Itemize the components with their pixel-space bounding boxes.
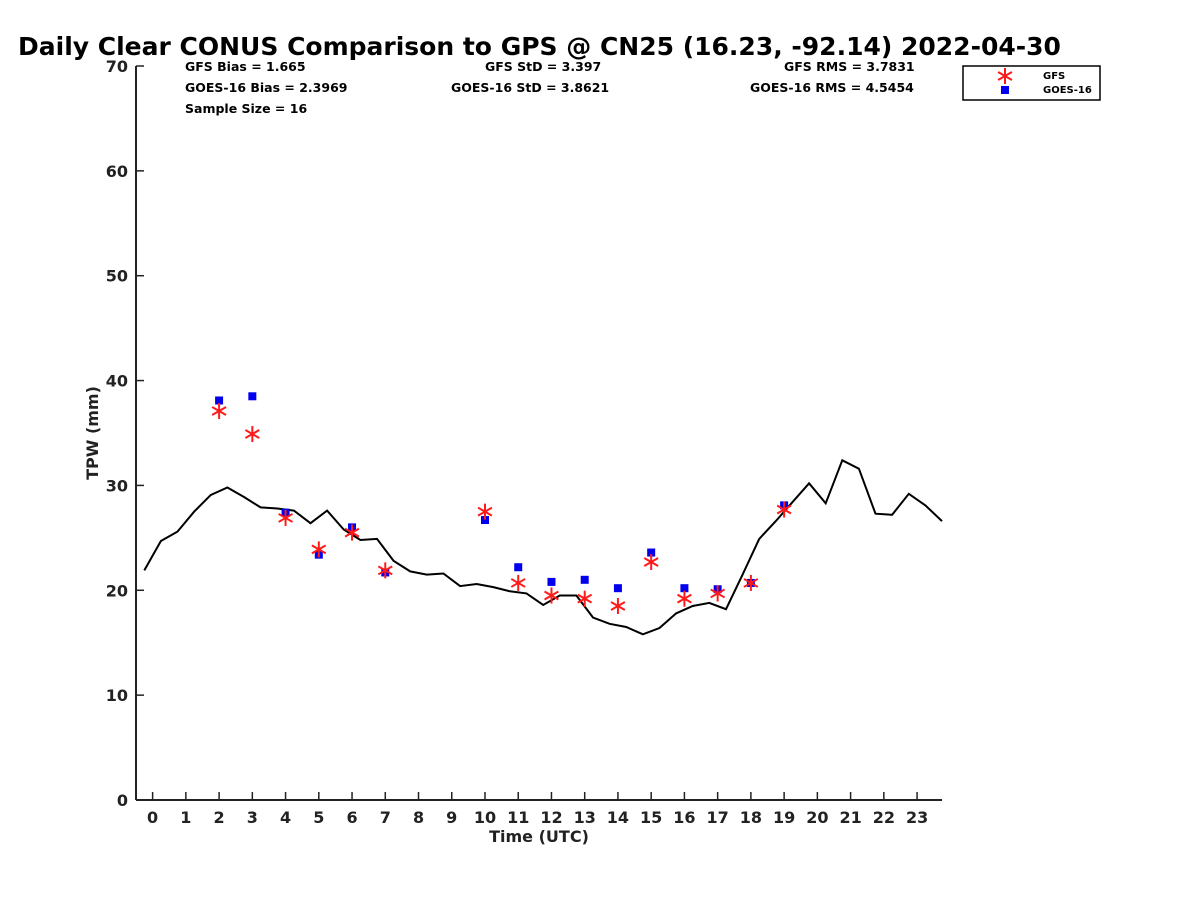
x-tick-label: 9 — [446, 808, 457, 827]
x-ticks: 0 1 2 3 4 5 6 7 8 9 10 11 12 13 14 15 16 17 18 19 20 21 22 23 — [147, 792, 928, 827]
goes-16-point — [547, 577, 556, 586]
x-tick-label: 3 — [247, 808, 258, 827]
x-tick-label: 4 — [280, 808, 291, 827]
x-tick-label: 11 — [507, 808, 529, 827]
gfs-point — [477, 503, 493, 520]
x-tick-label: 14 — [607, 808, 629, 827]
x-tick-label: 22 — [873, 808, 895, 827]
legend-goes-16-label: GOES-16 — [1043, 85, 1092, 96]
gfs-point — [344, 524, 360, 541]
x-tick-label: 2 — [214, 808, 225, 827]
goes-16-point — [248, 392, 257, 401]
goes-16-point — [680, 584, 689, 593]
gfs-point — [510, 574, 526, 591]
x-tick-label: 23 — [906, 808, 928, 827]
y-tick-label: 40 — [106, 372, 128, 391]
x-axis-label: Time (UTC) — [489, 827, 589, 846]
y-tick-label: 20 — [106, 581, 128, 600]
x-tick-label: 13 — [574, 808, 596, 827]
gfs-point — [610, 598, 626, 615]
goes-16-point — [647, 548, 656, 557]
goes-16-point — [580, 575, 589, 584]
x-tick-label: 18 — [740, 808, 762, 827]
y-tick-label: 50 — [106, 267, 128, 286]
gfs-point — [643, 553, 659, 570]
stat-gfs-rms: GFS RMS = 3.7831 — [784, 59, 915, 74]
x-tick-label: 19 — [773, 808, 795, 827]
gps-line-series — [143, 458, 943, 636]
goes-16-point — [514, 563, 523, 572]
axes — [135, 66, 942, 801]
goes-16-point — [480, 516, 489, 525]
gfs-point — [244, 426, 260, 443]
stat-goes-std: GOES-16 StD = 3.8621 — [451, 80, 609, 95]
stat-goes-bias: GOES-16 Bias = 2.3969 — [185, 80, 347, 95]
legend-gfs-asterisk — [997, 68, 1013, 84]
x-tick-label: 7 — [380, 808, 391, 827]
x-tick-label: 8 — [413, 808, 424, 827]
y-tick-label: 0 — [117, 791, 128, 810]
gps-line — [143, 458, 943, 636]
gfs-point — [311, 541, 327, 558]
legend-gfs-label: GFS — [1043, 71, 1065, 82]
gfs-point — [676, 590, 692, 607]
chart-title: Daily Clear CONUS Comparison to GPS @ CN… — [18, 32, 1061, 61]
y-tick-label: 10 — [106, 686, 128, 705]
stat-sample-size: Sample Size = 16 — [185, 101, 307, 116]
legend: GFS GOES-16 — [962, 65, 1101, 101]
x-tick-label: 5 — [313, 808, 324, 827]
y-tick-label: 30 — [106, 476, 128, 495]
x-tick-label: 1 — [180, 808, 191, 827]
legend-goes-16-marker — [1001, 86, 1009, 94]
y-tick-label: 60 — [106, 162, 128, 181]
legend-gfs-marker — [997, 68, 1013, 84]
x-tick-label: 6 — [346, 808, 357, 827]
x-tick-label: 20 — [806, 808, 828, 827]
gfs-point — [544, 587, 559, 604]
gfs-point — [776, 501, 792, 518]
stat-gfs-std: GFS StD = 3.397 — [485, 59, 601, 74]
gfs-point — [377, 562, 393, 579]
stat-goes-rms: GOES-16 RMS = 4.5454 — [750, 80, 914, 95]
gfs-point — [211, 402, 227, 419]
x-tick-label: 15 — [640, 808, 662, 827]
x-tick-label: 17 — [707, 808, 729, 827]
x-tick-label: 16 — [673, 808, 695, 827]
y-ticks: 0 10 20 30 40 50 60 70 — [106, 57, 144, 810]
goes-16-series — [215, 392, 789, 594]
legend-box — [962, 65, 1101, 101]
gfs-point — [278, 509, 293, 526]
x-tick-label: 21 — [839, 808, 861, 827]
x-tick-label: 0 — [147, 808, 158, 827]
y-tick-label: 70 — [106, 57, 128, 76]
y-axis-label: TPW (mm) — [83, 386, 102, 480]
x-tick-label: 10 — [474, 808, 496, 827]
gfs-point — [743, 574, 759, 591]
goes-16-point — [215, 396, 224, 405]
gfs-point — [577, 590, 593, 607]
gfs-point — [710, 585, 726, 602]
gfs-series — [211, 402, 792, 615]
stat-gfs-bias: GFS Bias = 1.665 — [185, 59, 306, 74]
x-tick-label: 12 — [540, 808, 562, 827]
stats-block: GFS Bias = 1.665 GOES-16 Bias = 2.3969 S… — [185, 59, 915, 116]
goes-16-point — [613, 584, 622, 593]
